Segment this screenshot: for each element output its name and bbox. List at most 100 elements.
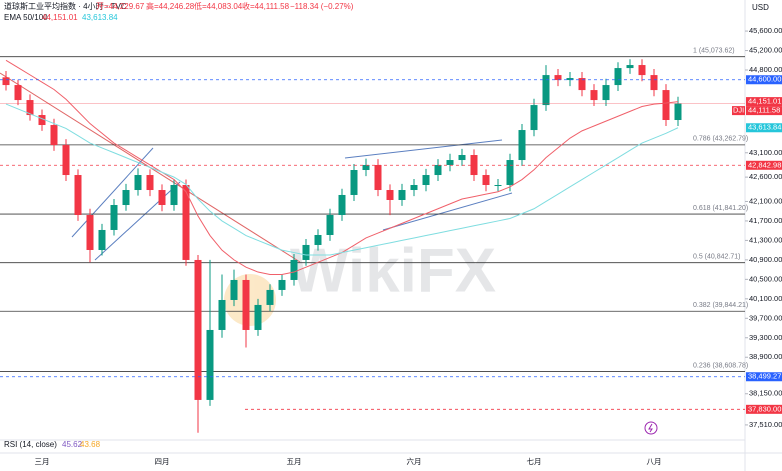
candle-body [590,90,598,101]
price-box [746,75,782,85]
change: −118.34 (−0.27%) [290,2,354,11]
y-tick-label: 40,500.00 [749,274,782,283]
candle-body [98,229,106,250]
ohlc: 收=44,111.58 [242,1,290,11]
plot [0,56,745,433]
candle-body [182,185,190,260]
candle-body [530,105,538,131]
candle-body [458,155,466,161]
wedge-line [382,192,513,231]
candle-body [206,329,214,400]
price-box [746,123,782,133]
x-tick-label: 六月 [407,456,422,466]
candle-body [314,234,322,245]
candle-body [626,65,634,69]
candle-body [674,103,682,121]
price-box-label: 44,151.01 [748,97,781,106]
y-tick-label: 38,900.00 [749,352,782,361]
indicator-readout: 44,151.01 [42,13,78,22]
candle-body [254,304,262,330]
candle-body [338,194,346,215]
watermark: WikiFX [224,236,496,326]
y-tick-label: 40,900.00 [749,255,782,264]
candle-body [362,164,370,171]
alert-icon[interactable] [644,421,658,435]
rsi-label: RSI (14, close) [4,440,57,449]
candle-body [134,175,142,191]
y-tick-label: 41,300.00 [749,235,782,244]
candle-body [542,75,550,106]
candle-body [230,279,238,300]
candle-body [278,279,286,290]
candle-body [170,185,178,206]
price-box-label: 38,499.27 [748,372,781,381]
fib-label: 0.5 (40,842.71) [693,254,740,261]
y-tick-label: 45,600.00 [749,26,782,35]
x-tick-label: 八月 [647,457,662,466]
rsi-readout: 43.68 [80,440,101,449]
candle-body [410,185,418,191]
candle-body [122,190,130,206]
candle-body [290,259,298,280]
candle-body [350,170,358,195]
candle-body [266,289,274,305]
y-tick-label: 38,150.00 [749,389,782,398]
price-box-label: 42,842.98 [748,160,781,169]
candle-body [50,125,58,146]
watermark-text: WikiFX [290,236,496,305]
candle-body [194,259,202,400]
fib-label: 1 (45,073.62) [693,48,735,55]
candle-body [506,160,514,185]
indicator: EMA 50/100 [4,13,48,22]
price-box-label: 44,111.58 [748,106,780,115]
y-tick-label: 42,100.00 [749,196,782,205]
candle-body [218,299,226,330]
price-box-label: 37,830.00 [748,404,781,413]
candle-body [638,65,646,76]
y-tick-label: 37,510.00 [749,420,782,429]
candle-body [434,164,442,176]
candle-body [326,214,334,235]
price-tag-label: DJI [733,106,744,115]
candle-body [86,214,94,250]
candle-body [386,190,394,200]
candle-body [614,68,622,86]
x-tick-label: 五月 [287,457,302,466]
price-box [746,160,782,170]
y-tick-label: 44,800.00 [749,65,782,74]
candle-body [398,190,406,200]
price-box [746,372,782,382]
candle-body [662,90,670,121]
candle-body [482,175,490,185]
y-tick-label: 40,100.00 [749,294,782,303]
channel-line [94,181,181,261]
candle-body [446,160,454,165]
x-tick-label: 三月 [35,457,50,466]
candle-body [578,78,586,91]
alert-bolt [648,423,653,433]
x-tick-label: 七月 [527,457,542,466]
candle-body [38,115,46,126]
candle-body [422,175,430,185]
fib-label: 0.618 (41,841.20) [693,205,748,212]
ema-line [5,103,679,256]
fib-label: 0.236 (38,608.78) [693,362,748,369]
candle-body [374,164,382,191]
candle-body [74,175,82,215]
title: 道琼斯工业平均指数 · 4小时 · TVC [4,1,127,11]
candle-body [650,75,658,91]
price-tag [732,106,745,116]
price-box [746,404,782,414]
price-box-label: 43,613.84 [748,123,781,132]
x-tick-label: 四月 [155,457,170,466]
candle-body [242,279,250,330]
ohlc: 低=44,083.04 [194,1,243,11]
y-tick-label: 41,700.00 [749,216,782,225]
ohlc: 开=44,229.67 [96,2,145,11]
candle-body [26,100,34,116]
ohlc: 高=44,246.28 [146,1,195,11]
price-box [746,106,782,116]
candle-body [14,85,22,101]
y-tick-label: 39,300.00 [749,333,782,342]
